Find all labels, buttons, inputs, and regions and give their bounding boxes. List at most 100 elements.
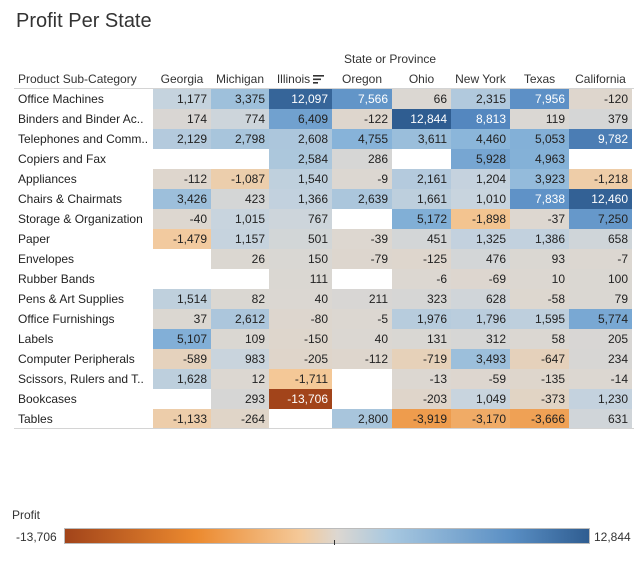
heatmap-cell[interactable]: 37 — [153, 309, 211, 329]
heatmap-cell[interactable]: -203 — [392, 389, 451, 409]
heatmap-cell[interactable]: -264 — [211, 409, 269, 429]
heatmap-cell[interactable]: 109 — [211, 329, 269, 349]
heatmap-cell[interactable]: 2,800 — [332, 409, 392, 429]
heatmap-cell[interactable]: -1,087 — [211, 169, 269, 189]
heatmap-cell[interactable]: 12,460 — [569, 189, 632, 209]
heatmap-cell[interactable]: -1,711 — [269, 369, 332, 389]
row-label[interactable]: Office Machines — [18, 92, 104, 106]
heatmap-cell[interactable]: 119 — [510, 109, 569, 129]
heatmap-cell[interactable]: 7,838 — [510, 189, 569, 209]
heatmap-cell[interactable]: 1,010 — [451, 189, 510, 209]
heatmap-cell[interactable]: -120 — [569, 89, 632, 109]
heatmap-cell[interactable]: 628 — [451, 289, 510, 309]
heatmap-cell[interactable]: 501 — [269, 229, 332, 249]
heatmap-cell[interactable]: -59 — [451, 369, 510, 389]
heatmap-cell[interactable]: -1,133 — [153, 409, 211, 429]
column-header-oregon[interactable]: Oregon — [332, 72, 392, 88]
heatmap-cell[interactable]: 2,161 — [392, 169, 451, 189]
heatmap-cell[interactable]: -5 — [332, 309, 392, 329]
row-label[interactable]: Computer Peripherals — [18, 352, 135, 366]
heatmap-cell[interactable]: 1,366 — [269, 189, 332, 209]
row-label[interactable]: Bookcases — [18, 392, 77, 406]
heatmap-cell[interactable]: 4,963 — [510, 149, 569, 169]
heatmap-cell[interactable]: 1,157 — [211, 229, 269, 249]
row-label[interactable]: Tables — [18, 412, 53, 426]
heatmap-cell[interactable]: -112 — [153, 169, 211, 189]
row-label[interactable]: Rubber Bands — [18, 272, 95, 286]
heatmap-cell[interactable]: 3,426 — [153, 189, 211, 209]
heatmap-cell[interactable]: -13,706 — [269, 389, 332, 409]
heatmap-cell[interactable]: -40 — [153, 209, 211, 229]
heatmap-cell[interactable]: 3,923 — [510, 169, 569, 189]
heatmap-cell[interactable]: 379 — [569, 109, 632, 129]
heatmap-cell[interactable]: 5,774 — [569, 309, 632, 329]
heatmap-cell[interactable]: -7 — [569, 249, 632, 269]
row-label[interactable]: Labels — [18, 332, 54, 346]
heatmap-cell[interactable]: -135 — [510, 369, 569, 389]
heatmap-cell[interactable]: -150 — [269, 329, 332, 349]
heatmap-cell[interactable]: 9,782 — [569, 129, 632, 149]
row-label[interactable]: Binders and Binder Ac.. — [18, 112, 144, 126]
heatmap-cell[interactable]: 2,584 — [269, 149, 332, 169]
column-header-new-york[interactable]: New York — [451, 72, 510, 88]
heatmap-cell[interactable]: 7,566 — [332, 89, 392, 109]
heatmap-cell[interactable]: -80 — [269, 309, 332, 329]
heatmap-cell[interactable]: 1,976 — [392, 309, 451, 329]
heatmap-cell[interactable]: 3,611 — [392, 129, 451, 149]
heatmap-cell[interactable]: 1,595 — [510, 309, 569, 329]
heatmap-cell[interactable]: 5,107 — [153, 329, 211, 349]
heatmap-cell[interactable]: 2,315 — [451, 89, 510, 109]
heatmap-cell[interactable]: 1,325 — [451, 229, 510, 249]
heatmap-cell[interactable]: -58 — [510, 289, 569, 309]
column-header-illinois[interactable]: Illinois — [269, 72, 332, 88]
heatmap-cell[interactable]: 234 — [569, 349, 632, 369]
heatmap-cell[interactable]: -14 — [569, 369, 632, 389]
heatmap-cell[interactable]: 286 — [332, 149, 392, 169]
row-label[interactable]: Office Furnishings — [18, 312, 115, 326]
heatmap-cell[interactable]: 2,798 — [211, 129, 269, 149]
heatmap-cell[interactable]: -1,898 — [451, 209, 510, 229]
heatmap-cell[interactable]: 12,844 — [392, 109, 451, 129]
heatmap-cell[interactable]: 5,172 — [392, 209, 451, 229]
sort-descending-icon[interactable] — [313, 74, 325, 84]
heatmap-cell[interactable]: -39 — [332, 229, 392, 249]
heatmap-cell[interactable]: -3,919 — [392, 409, 451, 429]
row-header-title[interactable]: Product Sub-Category — [18, 72, 137, 86]
heatmap-cell[interactable]: 12 — [211, 369, 269, 389]
heatmap-cell[interactable]: 451 — [392, 229, 451, 249]
heatmap-cell[interactable]: 3,375 — [211, 89, 269, 109]
column-header-texas[interactable]: Texas — [510, 72, 569, 88]
heatmap-cell[interactable]: 82 — [211, 289, 269, 309]
row-label[interactable]: Pens & Art Supplies — [18, 292, 125, 306]
heatmap-cell[interactable]: -647 — [510, 349, 569, 369]
heatmap-cell[interactable]: 150 — [269, 249, 332, 269]
heatmap-cell[interactable]: -112 — [332, 349, 392, 369]
heatmap-cell[interactable]: 5,053 — [510, 129, 569, 149]
column-header-michigan[interactable]: Michigan — [211, 72, 269, 88]
heatmap-cell[interactable]: 7,956 — [510, 89, 569, 109]
heatmap-cell[interactable]: 12,097 — [269, 89, 332, 109]
heatmap-cell[interactable]: -125 — [392, 249, 451, 269]
heatmap-cell[interactable]: 1,661 — [392, 189, 451, 209]
heatmap-cell[interactable]: 79 — [569, 289, 632, 309]
row-label[interactable]: Appliances — [18, 172, 77, 186]
heatmap-cell[interactable]: 658 — [569, 229, 632, 249]
heatmap-cell[interactable]: 1,628 — [153, 369, 211, 389]
column-header-ohio[interactable]: Ohio — [392, 72, 451, 88]
row-label[interactable]: Paper — [18, 232, 51, 246]
heatmap-cell[interactable]: -6 — [392, 269, 451, 289]
heatmap-cell[interactable]: 40 — [332, 329, 392, 349]
row-label[interactable]: Telephones and Comm.. — [18, 132, 149, 146]
heatmap-cell[interactable]: 1,386 — [510, 229, 569, 249]
heatmap-cell[interactable]: -3,666 — [510, 409, 569, 429]
color-legend-bar[interactable] — [64, 528, 590, 544]
heatmap-cell[interactable]: 2,612 — [211, 309, 269, 329]
heatmap-cell[interactable]: -205 — [269, 349, 332, 369]
heatmap-cell[interactable]: 1,540 — [269, 169, 332, 189]
column-header-california[interactable]: California — [569, 72, 632, 88]
heatmap-cell[interactable]: 2,129 — [153, 129, 211, 149]
heatmap-cell[interactable]: 26 — [211, 249, 269, 269]
heatmap-cell[interactable]: 767 — [269, 209, 332, 229]
heatmap-cell[interactable]: 6,409 — [269, 109, 332, 129]
heatmap-cell[interactable]: 131 — [392, 329, 451, 349]
